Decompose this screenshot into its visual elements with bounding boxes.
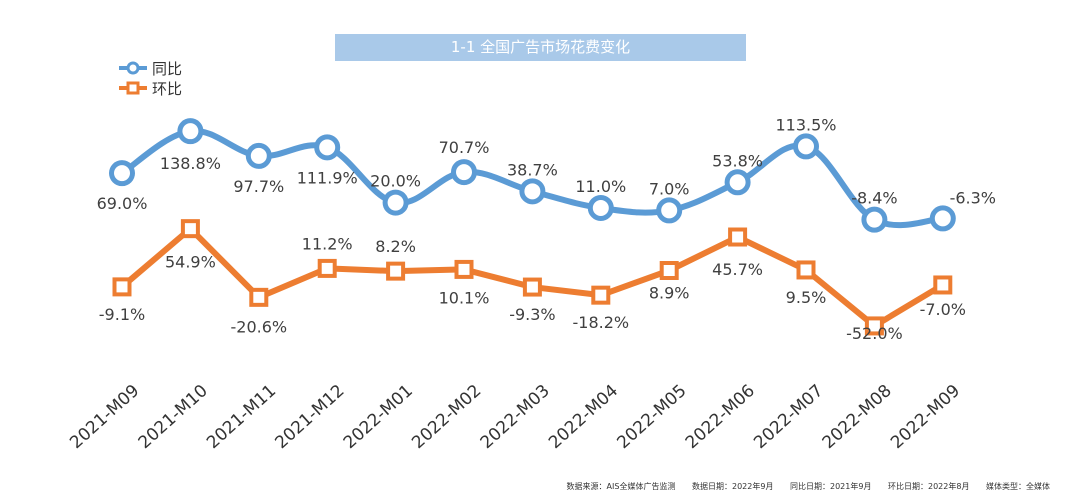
chart-title: 1-1 全国广告市场花费变化 [335,34,746,61]
data-label-yoy-9: 53.8% [712,151,763,170]
point-yoy-7 [587,194,614,221]
x-tick-label-5: 2022-M02 [408,381,485,453]
x-tick-label-8: 2022-M05 [613,381,690,453]
point-mom-10 [796,260,816,280]
point-yoy-9 [724,169,751,196]
point-yoy-4 [382,189,409,216]
x-tick-label-3: 2021-M12 [271,381,348,453]
data-label-yoy-1: 138.8% [160,154,221,173]
data-label-yoy-7: 11.0% [575,177,626,196]
point-mom-7 [591,285,611,305]
point-mom-9 [728,227,748,247]
point-mom-6 [522,277,542,297]
point-yoy-0 [109,160,135,187]
data-label-mom-7: -18.2% [572,313,629,332]
point-mom-1 [180,219,200,239]
data-label-mom-4: 8.2% [375,237,416,256]
x-tick-label-2: 2021-M11 [203,381,280,453]
legend-label-yoy: 同比 [152,59,183,78]
point-yoy-8 [656,197,683,224]
footer: 数据来源：AIS全媒体广告监测 数据日期：2022年9月 同比日期：2021年9… [0,481,1050,492]
data-label-mom-11: -52.0% [846,324,903,343]
point-mom-11 [864,316,884,336]
footer-data-date: 数据日期：2022年9月 [692,482,774,491]
point-mom-2 [249,287,269,307]
data-label-mom-1: 54.9% [165,253,216,272]
x-tick-label-4: 2022-M01 [340,381,417,453]
point-yoy-1 [177,118,204,145]
data-label-yoy-8: 7.0% [649,179,690,198]
legend: 同比 环比 [118,58,182,98]
point-yoy-11 [861,206,888,233]
point-mom-12 [933,275,953,295]
x-tick-label-9: 2022-M06 [682,381,759,453]
data-label-yoy-0: 69.0% [97,194,148,213]
x-tick-label-12: 2022-M09 [887,381,964,453]
data-label-yoy-2: 97.7% [233,177,284,196]
point-mom-0 [112,277,132,297]
point-yoy-2 [245,142,272,169]
footer-media-type: 媒体类型：全媒体 [986,482,1050,491]
data-label-yoy-10: 113.5% [775,115,836,134]
footer-mom-date: 环比日期：2022年8月 [888,482,970,491]
data-label-yoy-11: -8.4% [851,189,897,208]
x-tick-label-6: 2022-M03 [477,381,554,453]
point-mom-5 [454,259,474,279]
legend-item-yoy: 同比 [118,58,182,78]
point-yoy-3 [314,134,341,161]
point-mom-8 [659,261,679,281]
x-tick-label-0: 2021-M09 [66,381,143,453]
data-label-mom-10: 9.5% [786,288,827,307]
data-label-yoy-12: -6.3% [950,188,996,207]
point-yoy-12 [929,205,956,232]
legend-swatch-yoy [119,61,147,75]
legend-item-mom: 环比 [118,78,182,98]
data-label-mom-6: -9.3% [509,305,555,324]
x-tick-label-1: 2021-M10 [135,381,212,453]
point-yoy-5 [451,159,477,186]
data-label-yoy-5: 70.7% [439,138,490,157]
point-mom-4 [386,261,406,281]
data-label-yoy-3: 111.9% [297,168,358,187]
legend-label-mom: 环比 [152,79,183,98]
point-yoy-6 [519,178,546,205]
data-label-mom-8: 8.9% [649,284,690,303]
footer-source: 数据来源：AIS全媒体广告监测 [566,482,676,491]
x-tick-label-7: 2022-M04 [545,381,622,453]
x-tick-label-11: 2022-M08 [819,381,896,453]
point-mom-3 [317,258,337,278]
legend-swatch-mom [119,81,147,95]
footer-yoy-date: 同比日期：2021年9月 [790,482,872,491]
point-yoy-10 [793,133,819,160]
data-label-mom-5: 10.1% [439,288,490,307]
data-label-mom-12: -7.0% [920,300,966,319]
data-label-mom-0: -9.1% [99,305,145,324]
data-label-mom-9: 45.7% [712,260,763,279]
data-label-mom-2: -20.6% [230,317,287,336]
x-tick-label-10: 2022-M07 [750,381,827,453]
line-chart: 69.0% 138.8% 97.7% 111.9% 20.0% 70.7% 38.7% 11.… [66,115,996,453]
data-label-yoy-4: 20.0% [370,172,421,191]
data-label-yoy-6: 38.7% [507,160,558,179]
data-label-mom-3: 11.2% [302,234,353,253]
